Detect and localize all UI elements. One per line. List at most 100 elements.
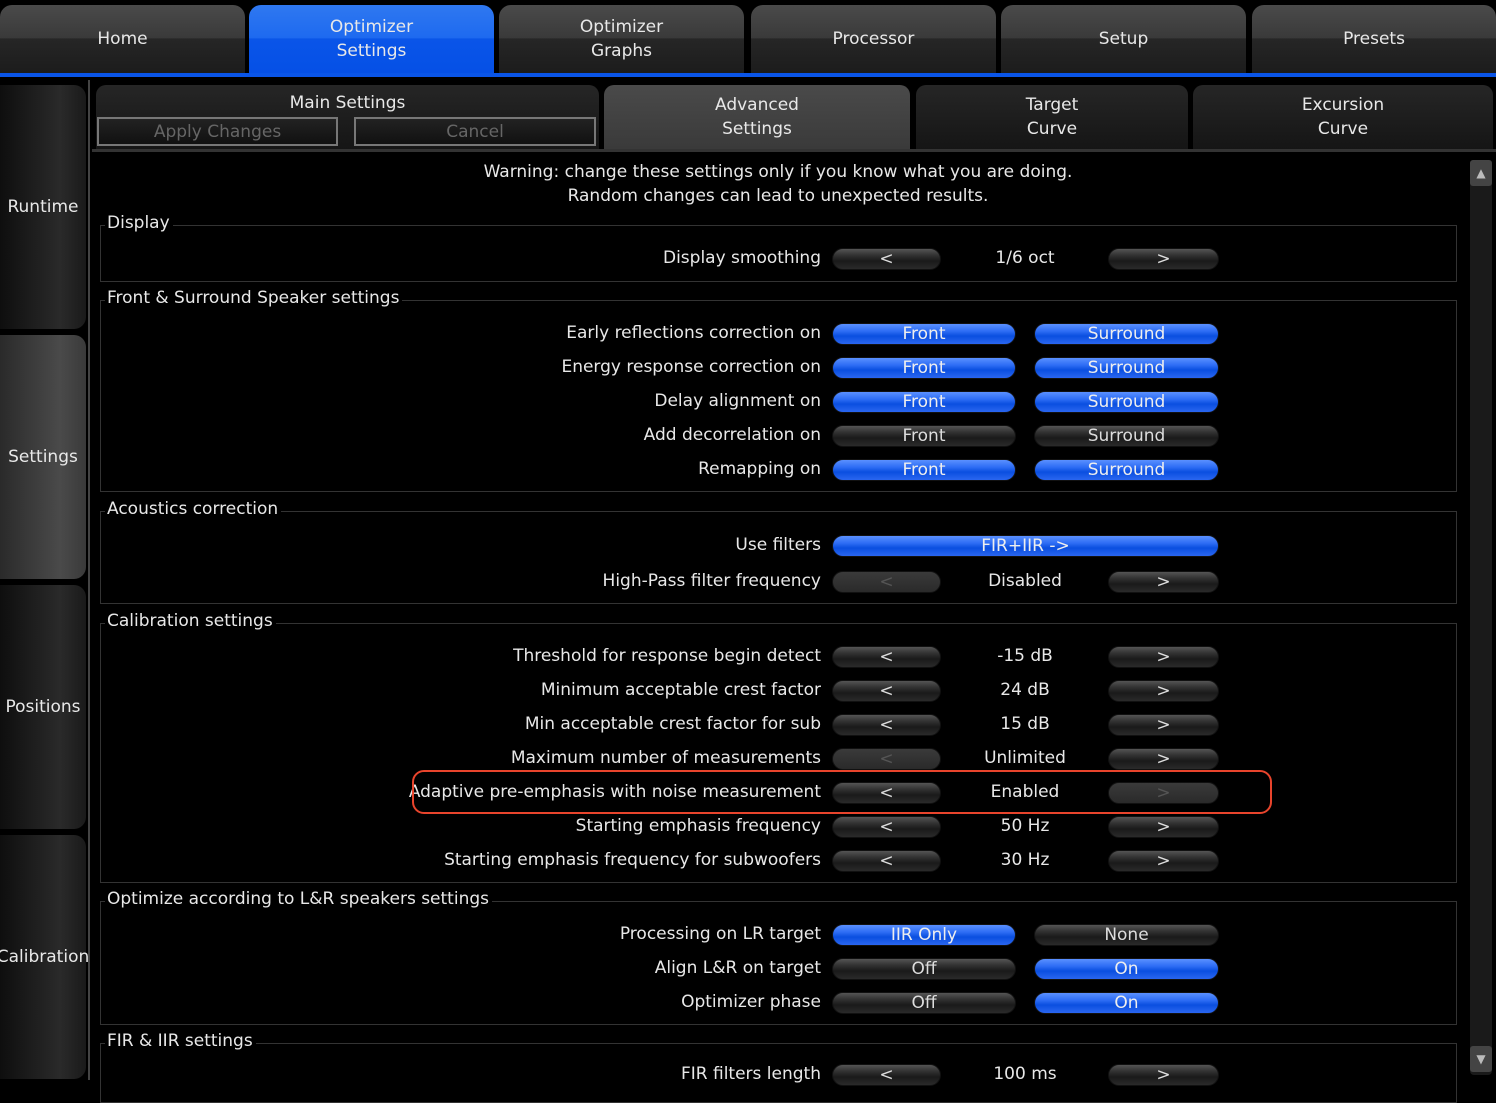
increase-button[interactable]: >	[1108, 850, 1219, 872]
toggle-option-button[interactable]: None	[1034, 924, 1219, 946]
warning-text: Warning: change these settings only if y…	[483, 162, 1073, 206]
tab-excursion-curve[interactable]: Excursion Curve	[1193, 85, 1493, 149]
increase-button[interactable]: >	[1108, 680, 1219, 702]
toggle-option-button[interactable]: IIR Only	[832, 924, 1016, 946]
decrease-button[interactable]: <	[832, 1064, 941, 1086]
toggle-option-button[interactable]: On	[1034, 958, 1219, 980]
tab-label: Excursion Curve	[1301, 95, 1385, 139]
sidebar-item-calibration[interactable]: Calibration	[0, 835, 90, 1079]
decrease-button[interactable]: <	[832, 248, 941, 270]
toggle-option-button[interactable]: Front	[832, 425, 1016, 447]
tab-optimizer-graphs[interactable]: Optimizer Graphs	[499, 5, 744, 73]
toggle-option-button[interactable]: Front	[832, 459, 1016, 481]
setting-label: Early reflections correction on	[566, 323, 821, 343]
group-title: Front & Surround Speaker settings	[105, 288, 403, 308]
settings-group: Calibration settings	[100, 611, 1457, 883]
setting-label: Use filters	[735, 535, 821, 555]
sidebar-item-runtime[interactable]: Runtime	[0, 85, 86, 329]
toggle-option-button[interactable]: Surround	[1034, 459, 1219, 481]
setting-value: 24 dB	[1000, 680, 1050, 700]
setting-label: Threshold for response begin detect	[513, 646, 821, 666]
increase-button[interactable]: >	[1108, 748, 1219, 770]
setting-label: Starting emphasis frequency for subwoofe…	[444, 850, 821, 870]
tab-home[interactable]: Home	[0, 5, 245, 73]
tab-processor[interactable]: Processor	[751, 5, 996, 73]
settings-group: Acoustics correction	[100, 499, 1457, 604]
scroll-down-icon[interactable]: ▼	[1470, 1046, 1492, 1072]
tab-label: Optimizer Graphs	[579, 17, 664, 61]
tab-setup[interactable]: Setup	[1001, 5, 1246, 73]
settings-group: Optimize according to L&R speakers setti…	[100, 889, 1457, 1025]
increase-button[interactable]: >	[1108, 571, 1219, 593]
cancel-button[interactable]: Cancel	[354, 117, 596, 146]
tab-label: Optimizer Settings	[329, 17, 414, 61]
group-title: Calibration settings	[105, 611, 276, 631]
setting-label: Remapping on	[698, 459, 821, 479]
tab-optimizer-settings[interactable]: Optimizer Settings	[249, 5, 494, 73]
tab-target-curve[interactable]: Target Curve	[916, 85, 1188, 149]
scrollbar[interactable]	[1470, 160, 1492, 1075]
sidebar-item-label: Calibration	[0, 947, 90, 967]
sidebar-item-label: Positions	[5, 697, 81, 717]
toggle-option-button[interactable]: Front	[832, 391, 1016, 413]
toggle-option-button[interactable]: Front	[832, 323, 1016, 345]
toggle-option-button[interactable]: Off	[832, 958, 1016, 980]
tab-presets[interactable]: Presets	[1252, 5, 1496, 73]
setting-value: 15 dB	[1000, 714, 1050, 734]
sidebar-item-positions[interactable]: Positions	[0, 585, 86, 829]
setting-label: Energy response correction on	[561, 357, 821, 377]
tab-label: Main Settings	[289, 93, 406, 113]
increase-button[interactable]: >	[1108, 816, 1219, 838]
setting-label: Optimizer phase	[681, 992, 821, 1012]
decrease-button[interactable]: <	[832, 816, 941, 838]
decrease-button[interactable]: <	[832, 850, 941, 872]
group-title: Acoustics correction	[105, 499, 282, 519]
tab-label: Advanced Settings	[715, 95, 799, 139]
increase-button[interactable]: >	[1108, 646, 1219, 668]
toggle-option-button[interactable]: Surround	[1034, 425, 1219, 447]
scroll-up-icon[interactable]: ▲	[1470, 160, 1492, 186]
setting-label: High-Pass filter frequency	[602, 571, 821, 591]
setting-label: Maximum number of measurements	[510, 748, 821, 768]
setting-label: Starting emphasis frequency	[575, 816, 821, 836]
button-label: Apply Changes	[153, 121, 282, 142]
group-title: FIR & IIR settings	[105, 1031, 256, 1051]
tab-label: Home	[97, 29, 148, 49]
group-title: Display	[105, 213, 173, 233]
toggle-option-button[interactable]: Surround	[1034, 323, 1219, 345]
button-label: Cancel	[446, 121, 504, 142]
decrease-button[interactable]: <	[832, 680, 941, 702]
decrease-button: <	[832, 748, 941, 770]
sidebar-item-label: Runtime	[7, 197, 79, 217]
settings-group: Front & Surround Speaker settings	[100, 288, 1457, 492]
decrease-button[interactable]: <	[832, 646, 941, 668]
setting-label: FIR filters length	[680, 1064, 821, 1084]
decrease-button[interactable]: <	[832, 714, 941, 736]
setting-value: 50 Hz	[1000, 816, 1050, 836]
toggle-option-button[interactable]: Off	[832, 992, 1016, 1014]
tab-advanced-settings[interactable]: Advanced Settings	[604, 85, 910, 149]
setting-label: Adaptive pre-emphasis with noise measure…	[408, 782, 821, 802]
divider	[92, 149, 1496, 152]
tab-label: Target Curve	[1025, 95, 1079, 139]
setting-label: Add decorrelation on	[643, 425, 821, 445]
sidebar-item-settings[interactable]: Settings	[0, 335, 86, 579]
group-title: Optimize according to L&R speakers setti…	[105, 889, 492, 909]
toggle-option-button[interactable]: Front	[832, 357, 1016, 379]
setting-label: Align L&R on target	[654, 958, 821, 978]
decrease-button[interactable]: <	[832, 782, 941, 804]
divider	[88, 80, 90, 1080]
increase-button[interactable]: >	[1108, 248, 1219, 270]
decrease-button: <	[832, 571, 941, 593]
increase-button[interactable]: >	[1108, 1064, 1219, 1086]
toggle-option-button[interactable]: On	[1034, 992, 1219, 1014]
filter-select-button[interactable]: FIR+IIR ->	[832, 535, 1219, 557]
settings-group: Display	[100, 213, 1457, 282]
toggle-option-button[interactable]: Surround	[1034, 391, 1219, 413]
setting-value: 30 Hz	[1000, 850, 1050, 870]
tab-label: Processor	[832, 29, 915, 49]
toggle-option-button[interactable]: Surround	[1034, 357, 1219, 379]
highlight-box	[412, 770, 1272, 814]
apply-changes-button[interactable]: Apply Changes	[97, 117, 338, 146]
increase-button[interactable]: >	[1108, 714, 1219, 736]
